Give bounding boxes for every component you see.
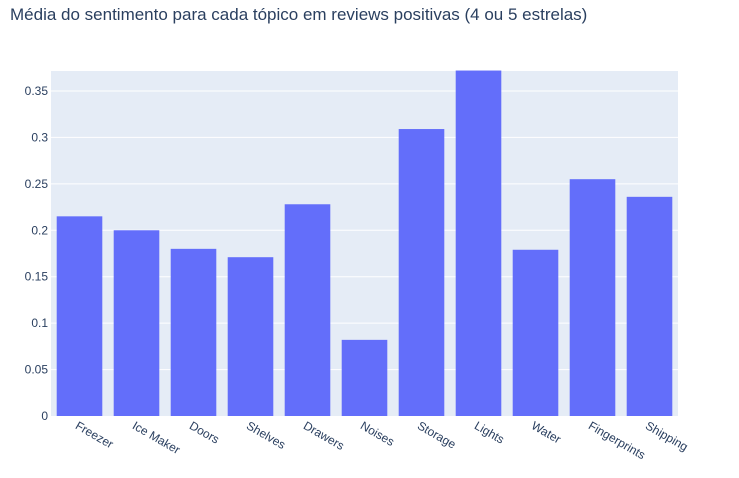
y-tick-label: 0: [41, 409, 48, 423]
bar-drawers: [284, 204, 331, 416]
x-tick-label: Shipping: [643, 418, 690, 453]
bar-storage: [398, 129, 445, 416]
bar-water: [512, 249, 559, 416]
y-tick-label: 0.05: [25, 363, 49, 377]
y-axis-ticks: 0 0.05 0.1 0.15 0.2 0.25 0.3 0.35: [25, 84, 49, 423]
bar-ice-maker: [113, 230, 160, 416]
bar-noises: [341, 339, 388, 416]
x-tick-label: Drawers: [301, 418, 347, 452]
x-tick-label: Ice Maker: [130, 418, 183, 456]
y-tick-label: 0.35: [25, 84, 49, 98]
y-tick-label: 0.3: [31, 130, 48, 144]
bars: [56, 70, 673, 416]
bar-fingerprints: [569, 179, 616, 416]
bar-freezer: [56, 216, 103, 416]
x-tick-label: Storage: [415, 418, 459, 451]
y-tick-label: 0.15: [25, 270, 49, 284]
y-tick-label: 0.2: [31, 223, 48, 237]
x-tick-label: Freezer: [73, 418, 116, 451]
x-tick-label: Shelves: [244, 418, 288, 451]
x-tick-label: Doors: [187, 418, 222, 446]
bar-lights: [455, 70, 502, 416]
x-axis-ticks: Freezer Ice Maker Doors Shelves Drawers Noise…: [73, 418, 690, 462]
y-tick-label: 0.25: [25, 177, 49, 191]
x-tick-label: Fingerprints: [586, 418, 648, 462]
chart-title: Média do sentimento para cada tópico em …: [10, 5, 588, 24]
x-tick-label: Water: [529, 418, 563, 446]
x-tick-label: Lights: [472, 418, 507, 446]
bar-doors: [170, 248, 217, 416]
x-tick-label: Noises: [358, 418, 397, 448]
bar-shipping: [626, 196, 673, 416]
y-tick-label: 0.1: [31, 316, 48, 330]
bar-shelves: [227, 257, 274, 416]
